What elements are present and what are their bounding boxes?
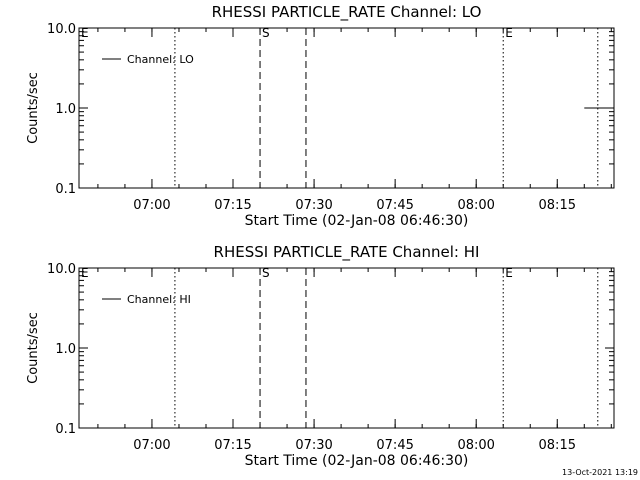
panel2-x-tick-label: 07:45 (376, 438, 413, 453)
panel2-event-marker-label: E (505, 266, 513, 280)
panel2-y-axis-label: Counts/sec (26, 312, 41, 384)
panel1-plot-frame (78, 27, 615, 189)
panel1-event-marker-label: E (81, 26, 89, 40)
panel1-y-tick-label: 0.1 (55, 182, 76, 197)
panel2-y-tick-label: 0.1 (55, 422, 76, 437)
panel1-x-tick-label: 07:15 (214, 198, 251, 213)
panel1-x-tick-label: 07:00 (133, 198, 170, 213)
panel2-event-marker-label: S (262, 266, 270, 280)
panel1-x-tick-label: 08:00 (457, 198, 494, 213)
panel2-plot-frame (78, 267, 615, 429)
panel2-x-axis-label: Start Time (02-Jan-08 06:46:30) (245, 453, 469, 469)
panel2-x-tick-label: 07:30 (295, 438, 332, 453)
panel1-y-tick-label: 1.0 (55, 102, 76, 117)
panel1-title: RHESSI PARTICLE_RATE Channel: LO (212, 3, 482, 22)
panel2-y-tick-label: 1.0 (55, 342, 76, 357)
panel1-event-marker-label: E (505, 26, 513, 40)
panel1-y-axis-label: Counts/sec (26, 72, 41, 144)
panel2-event-marker-label: E (81, 266, 89, 280)
panel1-legend-entry: Channel: LO (127, 53, 194, 66)
panel2-y-tick-label: 10.0 (47, 262, 76, 277)
panel2-x-tick-label: 08:15 (539, 438, 576, 453)
panel2-legend-entry: Channel: HI (127, 293, 191, 306)
panel1-x-axis-label: Start Time (02-Jan-08 06:46:30) (245, 213, 469, 229)
panel1-event-marker-label: S (262, 26, 270, 40)
panel1-x-tick-label: 08:15 (539, 198, 576, 213)
panel2-x-tick-label: 07:15 (214, 438, 251, 453)
footer-timestamp: 13-Oct-2021 13:19 (562, 468, 638, 477)
panel1-x-tick-label: 07:30 (295, 198, 332, 213)
panel2-x-tick-label: 07:00 (133, 438, 170, 453)
panel2-title: RHESSI PARTICLE_RATE Channel: HI (214, 243, 480, 262)
panel1-y-tick-label: 10.0 (47, 22, 76, 37)
panel1-x-tick-label: 07:45 (376, 198, 413, 213)
panel2-x-tick-label: 08:00 (457, 438, 494, 453)
